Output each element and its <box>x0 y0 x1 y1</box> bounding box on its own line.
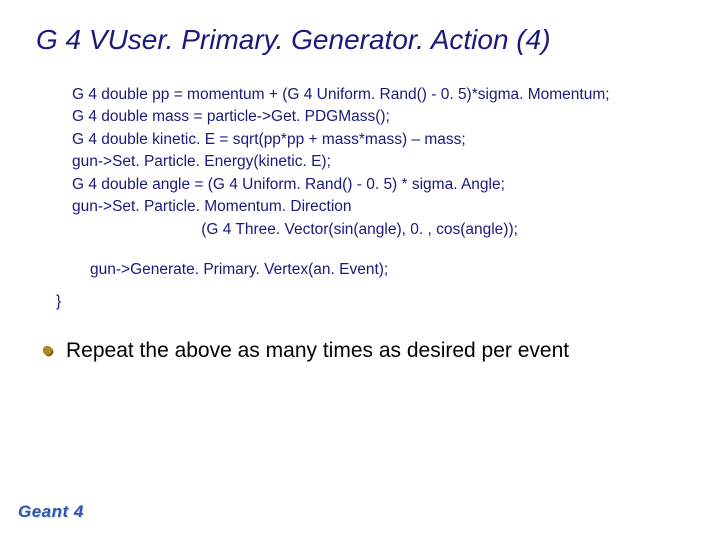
code-line: (G 4 Three. Vector(sin(angle), 0. , cos(… <box>72 219 720 241</box>
code-line: G 4 double kinetic. E = sqrt(pp*pp + mas… <box>72 129 720 151</box>
code-line: gun->Set. Particle. Momentum. Direction <box>72 196 720 218</box>
slide-title: G 4 VUser. Primary. Generator. Action (4… <box>0 0 720 56</box>
code-call-line: gun->Generate. Primary. Vertex(an. Event… <box>90 261 720 279</box>
code-block: G 4 double pp = momentum + (G 4 Uniform.… <box>72 84 720 241</box>
code-line: G 4 double angle = (G 4 Uniform. Rand() … <box>72 174 720 196</box>
closing-brace: } <box>56 293 720 311</box>
bullet-text: Repeat the above as many times as desire… <box>66 339 569 363</box>
bullet-icon <box>42 345 54 357</box>
footer-logo: Geant 4 <box>18 502 84 522</box>
code-line: G 4 double pp = momentum + (G 4 Uniform.… <box>72 84 720 106</box>
code-line: G 4 double mass = particle->Get. PDGMass… <box>72 106 720 128</box>
bullet-row: Repeat the above as many times as desire… <box>42 339 720 363</box>
code-line: gun->Set. Particle. Energy(kinetic. E); <box>72 151 720 173</box>
